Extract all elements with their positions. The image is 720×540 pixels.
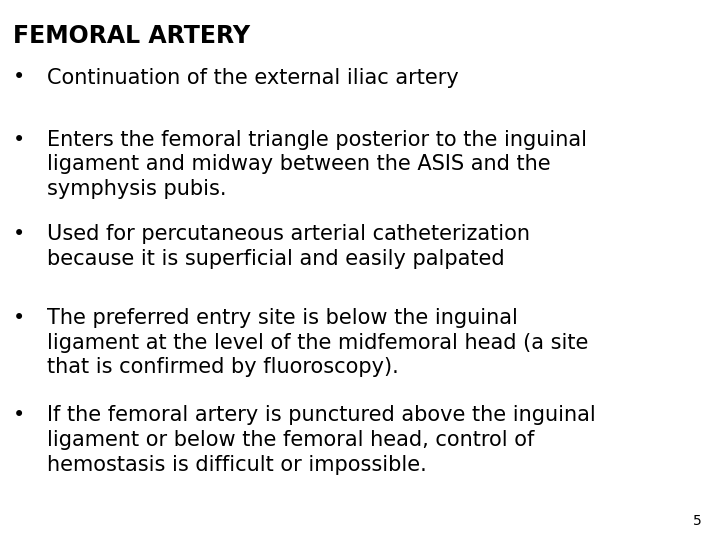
- Text: •: •: [13, 405, 25, 425]
- Text: Used for percutaneous arterial catheterization
because it is superficial and eas: Used for percutaneous arterial catheteri…: [47, 224, 530, 269]
- Text: The preferred entry site is below the inguinal
ligament at the level of the midf: The preferred entry site is below the in…: [47, 308, 588, 377]
- Text: If the femoral artery is punctured above the inguinal
ligament or below the femo: If the femoral artery is punctured above…: [47, 405, 595, 475]
- Text: •: •: [13, 130, 25, 150]
- Text: •: •: [13, 68, 25, 87]
- Text: FEMORAL ARTERY: FEMORAL ARTERY: [13, 24, 250, 48]
- Text: 5: 5: [693, 514, 702, 528]
- Text: •: •: [13, 224, 25, 244]
- Text: Continuation of the external iliac artery: Continuation of the external iliac arter…: [47, 68, 459, 87]
- Text: Enters the femoral triangle posterior to the inguinal
ligament and midway betwee: Enters the femoral triangle posterior to…: [47, 130, 587, 199]
- Text: •: •: [13, 308, 25, 328]
